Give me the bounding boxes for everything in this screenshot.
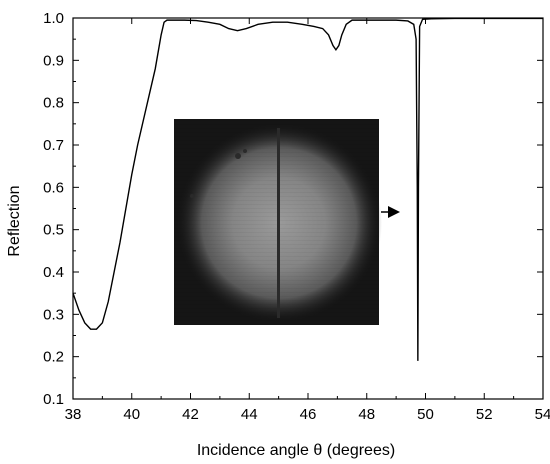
x-tick-label: 46 — [300, 406, 317, 423]
y-axis-ticks: 0.1 0.2 0.3 0.4 0.5 0.6 0.7 0.8 0.9 1.0 — [43, 10, 543, 408]
x-tick-label: 42 — [182, 406, 199, 423]
y-tick-label: 0.2 — [43, 349, 64, 366]
x-tick-label: 54 — [535, 406, 550, 423]
x-tick-label: 50 — [417, 406, 434, 423]
x-tick-label: 52 — [476, 406, 493, 423]
y-tick-label: 0.9 — [43, 52, 64, 69]
y-tick-label: 0.7 — [43, 137, 64, 154]
inset-arrow — [381, 206, 400, 218]
y-axis-label: Reflection — [6, 185, 23, 256]
y-tick-label: 0.1 — [43, 391, 64, 408]
x-tick-label: 44 — [241, 406, 258, 423]
y-tick-label: 0.5 — [43, 222, 64, 239]
x-tick-label: 38 — [65, 406, 82, 423]
x-axis-label: Incidence angle θ (degrees) — [197, 442, 395, 459]
y-tick-label: 0.8 — [43, 95, 64, 112]
y-tick-label: 1.0 — [43, 10, 64, 27]
x-tick-label: 48 — [358, 406, 375, 423]
y-tick-label: 0.3 — [43, 306, 64, 323]
x-tick-label: 40 — [123, 406, 140, 423]
y-tick-label: 0.6 — [43, 179, 64, 196]
inset-dark-stripe — [277, 128, 280, 318]
y-tick-label: 0.4 — [43, 264, 64, 281]
x-axis-ticks: 38 40 42 44 46 48 50 52 54 — [65, 18, 550, 423]
series-line-reflection — [72, 17, 543, 361]
inset-camera-image — [174, 119, 382, 325]
